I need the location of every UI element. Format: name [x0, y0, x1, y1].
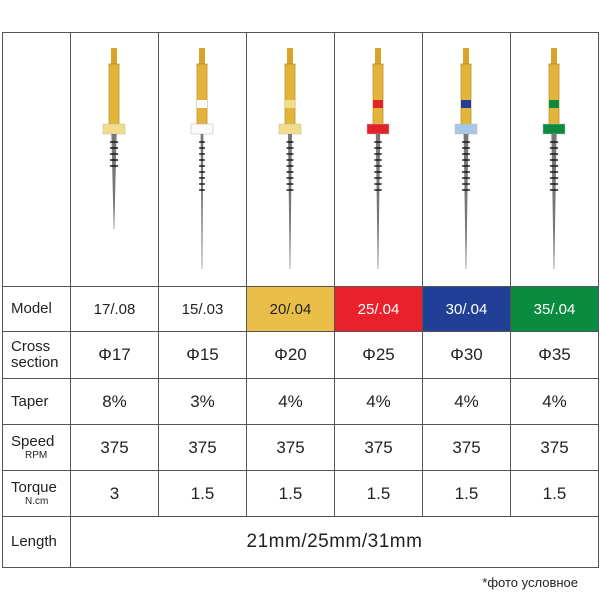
table-cell: 20/.04	[246, 286, 335, 332]
table-cell: 1.5	[246, 470, 335, 517]
table-cell: Φ17	[70, 331, 159, 379]
table-cell: 375	[334, 424, 423, 471]
file-image-cell	[334, 32, 423, 287]
table-row: Speed RPM 375 375 375 375 375 375	[2, 424, 599, 471]
image-row	[2, 32, 599, 287]
file-part	[287, 47, 293, 64]
table-cell: 1.5	[510, 470, 599, 517]
table-row: Cross section Φ17 Φ15 Φ20 Φ25 Φ30 Φ35	[2, 331, 599, 379]
empty-cell	[2, 32, 71, 287]
file-part	[375, 47, 381, 64]
table-body: Model 17/.08 15/.03 20/.04 25/.04 30/.04 35/.0…	[2, 32, 599, 568]
table-cell: 1.5	[422, 470, 511, 517]
table-row: Taper 8% 3% 4% 4% 4% 4%	[2, 378, 599, 425]
file-part	[288, 133, 292, 269]
file-part	[551, 47, 557, 64]
table-cell: Φ30	[422, 331, 511, 379]
file-image	[190, 47, 214, 269]
file-part	[372, 63, 384, 126]
file-part	[366, 123, 390, 134]
table-cell: 17/.08	[70, 286, 159, 332]
file-part	[375, 133, 381, 269]
table-row: Model 17/.08 15/.03 20/.04 25/.04 30/.04 35/.0…	[2, 286, 599, 332]
file-part	[461, 99, 471, 108]
file-part	[542, 123, 566, 134]
row-label: Torque N.cm	[2, 470, 71, 517]
table-cell: 4%	[422, 378, 511, 425]
table-cell: 30/.04	[422, 286, 511, 332]
row-label: Speed RPM	[2, 424, 71, 471]
row-label-line: section	[11, 354, 59, 371]
spec-table: Model 17/.08 15/.03 20/.04 25/.04 30/.04 35/.0…	[2, 32, 599, 568]
table-cell: 4%	[510, 378, 599, 425]
table-cell: 375	[246, 424, 335, 471]
file-part	[460, 63, 472, 126]
file-image-cell	[510, 32, 599, 287]
file-image	[278, 47, 302, 269]
row-label-text: Length	[11, 533, 57, 550]
file-image-cell	[246, 32, 335, 287]
table-cell: 375	[70, 424, 159, 471]
row-label: Taper	[2, 378, 71, 425]
file-part	[551, 133, 557, 269]
table-cell: 3	[70, 470, 159, 517]
row-label: Cross section	[2, 331, 71, 379]
table-row: Torque N.cm 3 1.5 1.5 1.5 1.5 1.5	[2, 470, 599, 517]
file-image	[102, 47, 126, 229]
row-label-line: Cross	[11, 338, 51, 355]
table-cell: 1.5	[158, 470, 247, 517]
file-image	[542, 47, 566, 269]
file-part	[199, 47, 205, 64]
file-part	[111, 133, 117, 229]
file-part	[190, 123, 214, 134]
file-part	[463, 47, 469, 64]
footnote: *фото условное	[482, 575, 578, 590]
file-part	[102, 123, 126, 134]
row-label-text: Torque	[11, 479, 57, 496]
file-image-cell	[70, 32, 159, 287]
table-cell: Φ35	[510, 331, 599, 379]
row-label: Length	[2, 516, 71, 568]
table-cell: 4%	[246, 378, 335, 425]
table-cell: 375	[422, 424, 511, 471]
table-cell: 8%	[70, 378, 159, 425]
file-part	[284, 63, 296, 126]
file-part	[197, 99, 207, 108]
table-cell: 375	[158, 424, 247, 471]
file-part	[200, 133, 204, 269]
file-part	[278, 123, 302, 134]
table-cell: 1.5	[334, 470, 423, 517]
file-image-cell	[158, 32, 247, 287]
table-cell: 15/.03	[158, 286, 247, 332]
table-cell: Φ25	[334, 331, 423, 379]
row-label-text: Speed	[11, 433, 55, 450]
file-part	[463, 133, 469, 269]
row-label-text: Taper	[11, 392, 49, 410]
table-cell: 35/.04	[510, 286, 599, 332]
file-part	[285, 99, 295, 108]
file-image	[366, 47, 390, 269]
file-part	[196, 63, 208, 126]
table-cell: 3%	[158, 378, 247, 425]
table-cell: 25/.04	[334, 286, 423, 332]
file-part	[548, 63, 560, 126]
file-part	[373, 99, 383, 108]
row-label: Model	[2, 286, 71, 332]
file-image	[454, 47, 478, 269]
file-image-cell	[422, 32, 511, 287]
row-label-text: Model	[11, 300, 52, 317]
file-part	[108, 63, 120, 126]
table-cell: Φ15	[158, 331, 247, 379]
table-cell: 375	[510, 424, 599, 471]
file-part	[111, 47, 117, 64]
row-sublabel: RPM	[25, 450, 48, 461]
file-part	[454, 123, 478, 134]
row-sublabel: N.cm	[25, 496, 49, 507]
table-cell: 4%	[334, 378, 423, 425]
table-cell: Φ20	[246, 331, 335, 379]
table-cell: 21mm/25mm/31mm	[70, 516, 599, 568]
file-part	[549, 99, 559, 108]
table-row: Length 21mm/25mm/31mm	[2, 516, 599, 568]
